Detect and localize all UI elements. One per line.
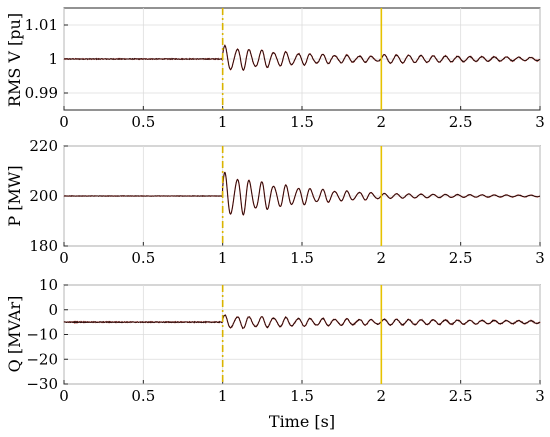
subplot-reactive-power: Q [MVAr] 0 0.5 1 1.5 2 2.5 3 −30 −20 −10 0 10: [5, 276, 545, 405]
x-tick-label: 1: [218, 113, 228, 131]
x-tick-label: 1.5: [290, 387, 314, 405]
y-tick-label: 0.99: [25, 84, 58, 102]
x-tick-label: 3: [535, 249, 545, 267]
y-tick-label: 10: [39, 276, 58, 294]
series-line-measured: [63, 44, 541, 71]
ylabel-voltage: RMS V [pu]: [5, 13, 24, 107]
y-tick-label: 1.01: [25, 16, 58, 34]
x-tick-label: 0: [59, 387, 69, 405]
x-tick-label: 0.5: [131, 249, 155, 267]
ylabel-active-power: P [MW]: [5, 165, 24, 226]
x-tick-label: 3: [535, 113, 545, 131]
x-tick-label: 2.5: [449, 113, 473, 131]
x-tick-label: 2.5: [449, 249, 473, 267]
ylabel-reactive-power: Q [MVAr]: [5, 296, 24, 373]
y-tick-label: 220: [29, 137, 58, 155]
subplot-voltage: RMS V [pu] 0 0.5 1 1.5 2 2.5 3 0.99 1 1.01: [5, 7, 545, 131]
y-tick-label: −30: [26, 375, 58, 393]
xlabel-time: Time [s]: [269, 412, 335, 431]
x-tick-label: 1: [218, 249, 228, 267]
x-tick-label: 2.5: [449, 387, 473, 405]
y-tick-label: 200: [29, 187, 58, 205]
series-line-measured: [63, 171, 541, 216]
subplot-active-power: P [MW] 0 0.5 1 1.5 2 2.5 3 180 200 220: [5, 137, 545, 267]
y-tick-label: 1: [48, 50, 58, 68]
x-tick-label: 1.5: [290, 249, 314, 267]
x-tick-label: 1.5: [290, 113, 314, 131]
x-tick-label: 2: [377, 113, 387, 131]
x-tick-label: 2: [377, 249, 387, 267]
y-tick-label: 0: [48, 301, 58, 319]
y-tick-label: −10: [26, 326, 58, 344]
x-tick-label: 0: [59, 249, 69, 267]
x-tick-label: 2: [377, 387, 387, 405]
x-tick-label: 0.5: [131, 387, 155, 405]
x-tick-label: 0: [59, 113, 69, 131]
y-tick-label: 180: [29, 237, 58, 255]
series-line-measured: [63, 314, 541, 329]
x-tick-label: 0.5: [131, 113, 155, 131]
x-tick-label: 3: [535, 387, 545, 405]
y-tick-label: −20: [26, 350, 58, 368]
x-tick-label: 1: [218, 387, 228, 405]
